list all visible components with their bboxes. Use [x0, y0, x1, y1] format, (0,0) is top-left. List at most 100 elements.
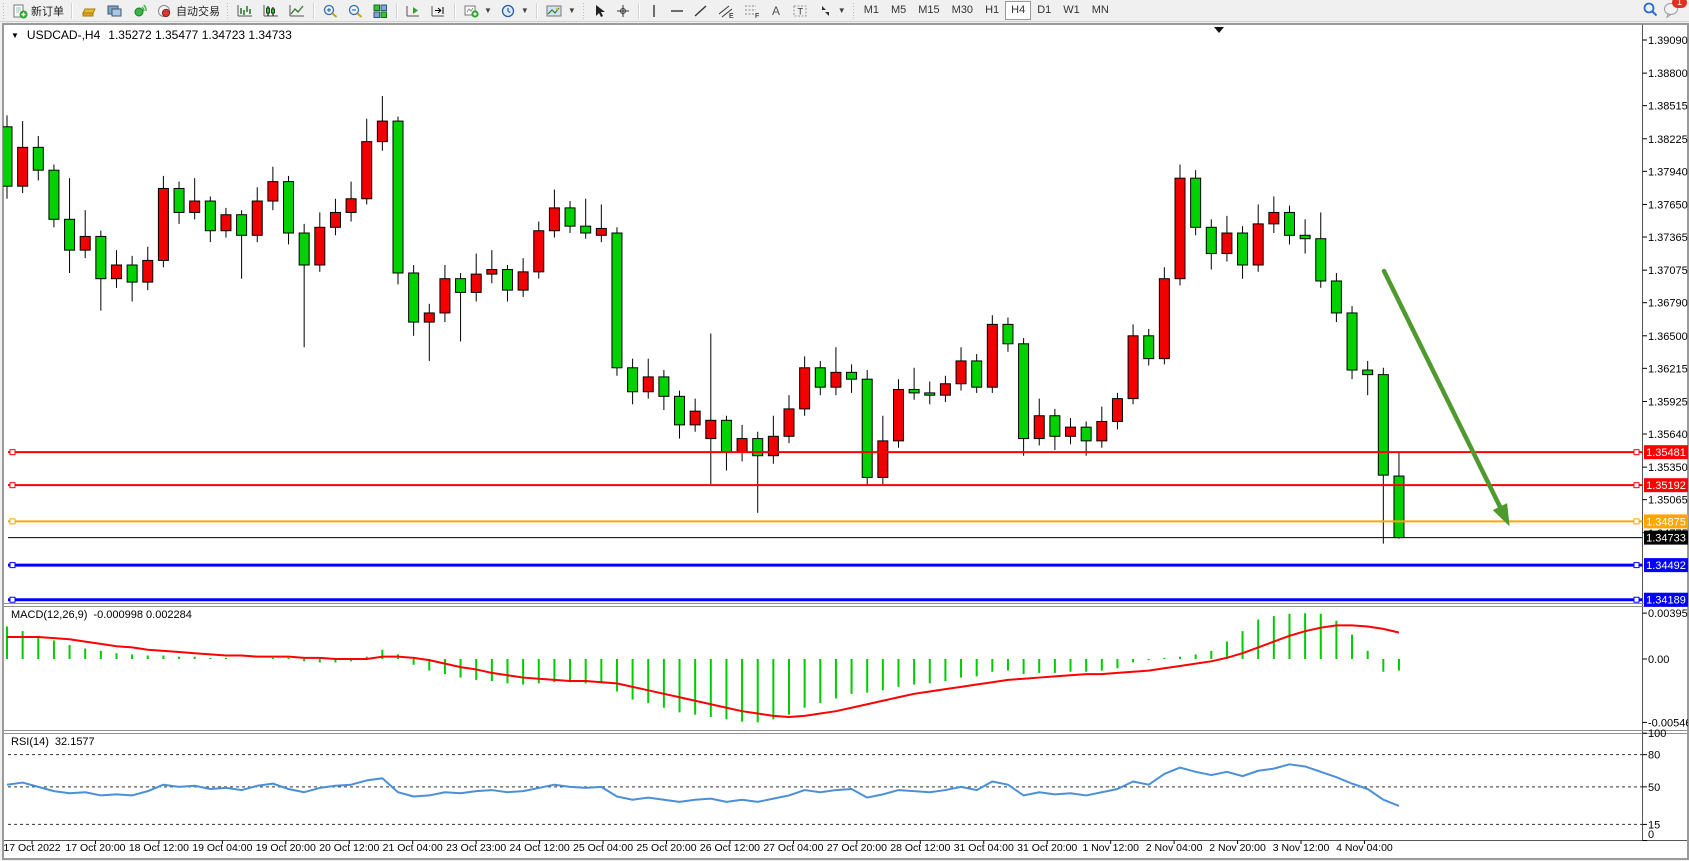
chart-profile-button[interactable]: ▼: [541, 1, 580, 20]
target-line-2[interactable]: 1.34189: [8, 592, 1688, 607]
text-label-tool-button[interactable]: T: [788, 1, 813, 20]
zoom-out-icon: [347, 3, 364, 19]
auto-scroll-button[interactable]: [401, 1, 426, 20]
chart-canvas[interactable]: 1.39090 1.38800 1.38515 1.38225 1.37940 1.376…: [3, 24, 1688, 859]
horizontal-line-tool-button[interactable]: [665, 1, 689, 20]
line-chart-button[interactable]: [284, 1, 310, 20]
new-chart-icon: [463, 3, 480, 19]
svg-text:80: 80: [1648, 750, 1660, 762]
timeframe-h4[interactable]: H4: [1005, 1, 1032, 20]
svg-text:1.38225: 1.38225: [1648, 134, 1688, 146]
chart-ohlc-values: 1.35272 1.35477 1.34723 1.34733: [108, 28, 292, 42]
zoom-out-button[interactable]: [343, 1, 368, 20]
svg-text:0.003954: 0.003954: [1648, 608, 1688, 620]
timeframe-h1[interactable]: H1: [985, 4, 1000, 16]
vertical-line-tool-button[interactable]: [643, 1, 665, 20]
new-order-button[interactable]: 新订单: [8, 1, 68, 20]
toolbar-grip[interactable]: [851, 2, 856, 19]
cursor-tool-button[interactable]: [588, 1, 611, 20]
svg-text:1.37075: 1.37075: [1648, 265, 1688, 277]
resistance-line-2[interactable]: 1.35192: [8, 478, 1688, 493]
separator: [313, 2, 315, 19]
zoom-in-button[interactable]: [318, 1, 343, 20]
svg-text:31 Oct 04:00: 31 Oct 04:00: [954, 842, 1014, 854]
bid-price-line[interactable]: 1.34733: [8, 530, 1688, 545]
svg-text:A: A: [772, 4, 780, 18]
dropdown-caret: ▼: [567, 6, 576, 15]
market-watch-button[interactable]: [102, 1, 127, 20]
svg-text:4 Nov 04:00: 4 Nov 04:00: [1336, 842, 1393, 854]
crosshair-tool-button[interactable]: [611, 1, 635, 20]
gold-box-icon: [80, 3, 98, 19]
new-order-label: 新订单: [31, 5, 64, 18]
fibonacci-tool-button[interactable]: F: [739, 1, 765, 20]
toolbar-grip[interactable]: [226, 2, 230, 19]
chart-window: 1.39090 1.38800 1.38515 1.38225 1.37940 1.376…: [2, 23, 1689, 860]
macd-name: MACD(12,26,9): [11, 609, 88, 621]
chart-profiles-gold-button[interactable]: [76, 1, 102, 20]
pane-borders: [3, 24, 1688, 859]
new-chart-button[interactable]: ▼: [459, 1, 496, 20]
svg-text:1.34189: 1.34189: [1646, 595, 1686, 607]
svg-text:26 Oct 12:00: 26 Oct 12:00: [700, 842, 760, 854]
trendline-tool-button[interactable]: [689, 1, 713, 20]
svg-text:1.34733: 1.34733: [1646, 533, 1686, 545]
timeframe-m30[interactable]: M30: [951, 4, 974, 16]
chevron-down-icon: ▼: [11, 30, 19, 40]
toolbar-grip[interactable]: [2, 2, 6, 19]
svg-text:31 Oct 20:00: 31 Oct 20:00: [1017, 842, 1077, 854]
svg-text:F: F: [755, 13, 759, 19]
tile-windows-button[interactable]: [368, 1, 393, 20]
macd-axis: 0.003954 0.00 -0.005464: [1642, 608, 1688, 729]
trend-arrow-annotation[interactable]: [1381, 268, 1510, 527]
svg-text:17 Oct 2022: 17 Oct 2022: [3, 842, 60, 854]
cursor-icon: [592, 3, 607, 19]
svg-text:3 Nov 12:00: 3 Nov 12:00: [1273, 842, 1330, 854]
chat-button[interactable]: 1: [1663, 0, 1687, 21]
svg-text:27 Oct 04:00: 27 Oct 04:00: [763, 842, 823, 854]
chart-title: ▼ USDCAD-,H4 1.35272 1.35477 1.34723 1.3…: [11, 28, 292, 42]
svg-text:27 Oct 20:00: 27 Oct 20:00: [827, 842, 887, 854]
timeframe-w1[interactable]: W1: [1063, 4, 1080, 16]
timeframe-m5[interactable]: M5: [890, 4, 907, 16]
bar-chart-button[interactable]: [232, 1, 258, 20]
svg-text:1.36790: 1.36790: [1648, 298, 1688, 310]
signals-button[interactable]: [127, 1, 152, 20]
auto-scroll-icon: [405, 3, 422, 19]
target-line-1[interactable]: 1.34492: [8, 558, 1688, 573]
separator: [535, 2, 538, 19]
svg-text:1.35481: 1.35481: [1646, 447, 1686, 459]
chart-shift-button[interactable]: [426, 1, 451, 20]
svg-text:1.34492: 1.34492: [1646, 560, 1686, 572]
macd-values: -0.000998 0.002284: [93, 609, 192, 621]
svg-text:1.38515: 1.38515: [1648, 101, 1688, 113]
chart-shift-marker[interactable]: [1214, 27, 1224, 33]
candles: [3, 95, 1405, 544]
svg-text:24 Oct 12:00: 24 Oct 12:00: [510, 842, 570, 854]
candlestick-chart-button[interactable]: [258, 1, 284, 20]
period-clock-button[interactable]: ▼: [496, 1, 533, 20]
bar-chart-icon: [236, 3, 254, 19]
svg-text:1.36215: 1.36215: [1648, 363, 1688, 375]
timeframe-m1[interactable]: M1: [863, 4, 879, 16]
timeframe-mn[interactable]: MN: [1091, 4, 1109, 16]
toolbar-grip[interactable]: [581, 2, 586, 19]
crosshair-icon: [615, 3, 631, 19]
svg-text:2 Nov 04:00: 2 Nov 04:00: [1146, 842, 1203, 854]
svg-text:21 Oct 04:00: 21 Oct 04:00: [383, 842, 443, 854]
chart-symbol-period: USDCAD-,H4: [26, 28, 101, 42]
support-line-orange[interactable]: 1.34875: [8, 514, 1688, 529]
svg-text:1.35065: 1.35065: [1648, 495, 1688, 507]
zoom-in-icon: [322, 3, 339, 19]
arrows-tool-button[interactable]: ▼: [813, 1, 850, 20]
autotrade-button[interactable]: 自动交易: [152, 1, 224, 20]
resistance-line-1[interactable]: 1.35481: [8, 445, 1688, 460]
timeframe-m15[interactable]: M15: [918, 4, 940, 16]
text-tool-button[interactable]: A: [765, 1, 788, 20]
equidistant-channel-tool-button[interactable]: E: [713, 1, 739, 20]
main-toolbar: 新订单 自动交易: [0, 0, 1689, 22]
timeframe-d1[interactable]: D1: [1037, 4, 1052, 16]
svg-text:19 Oct 20:00: 19 Oct 20:00: [256, 842, 316, 854]
search-button[interactable]: [1641, 1, 1659, 21]
svg-text:25 Oct 04:00: 25 Oct 04:00: [573, 842, 633, 854]
